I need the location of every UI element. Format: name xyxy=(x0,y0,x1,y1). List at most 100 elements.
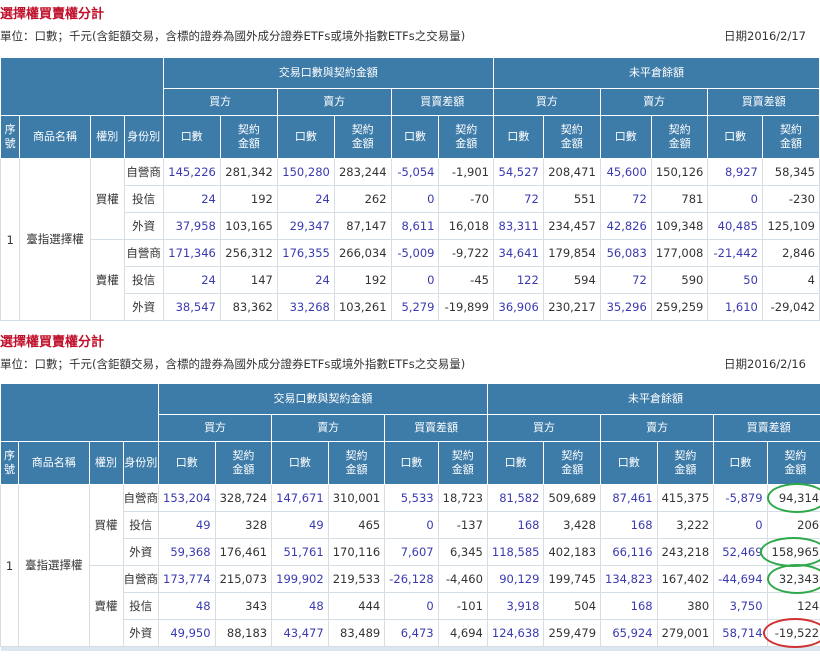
header-lots: 口數 xyxy=(707,115,763,159)
table-row: 1 臺指選擇權 買權 自營商 145,226 281,342 150,280 283,244-… xyxy=(0,158,820,321)
lots-cell: 33,268 xyxy=(276,293,335,321)
identity-cell: 外資 xyxy=(123,212,164,240)
lots-cell: 48 xyxy=(271,592,329,620)
lots-cell: 66,116 xyxy=(600,538,658,566)
lots-cell: 45,600 xyxy=(599,158,652,186)
amount-cell: 219,533 xyxy=(327,565,386,593)
header-lots: 口數 xyxy=(390,115,440,159)
amount-cell: 208,471 xyxy=(542,158,601,186)
amount-cell: 415,375 xyxy=(656,484,715,512)
lots-cell: 36,906 xyxy=(492,293,544,321)
lots-cell: 7,607 xyxy=(384,538,439,566)
amount-cell: 262 xyxy=(333,185,392,213)
header-lots: 口數 xyxy=(271,441,329,485)
header-sell: 賣方 xyxy=(600,414,715,442)
header-lots: 口數 xyxy=(713,441,768,485)
amount-cell: 4 xyxy=(761,266,820,294)
header-lots: 口數 xyxy=(600,441,658,485)
amount-cell: 147 xyxy=(219,266,278,294)
amount-cell: 504 xyxy=(543,592,602,620)
amount-cell: 170,116 xyxy=(327,538,386,566)
header-diff: 買賣差額 xyxy=(384,414,488,442)
identity-cell: 自營商 xyxy=(123,239,164,267)
lots-cell: 168 xyxy=(600,511,658,539)
seq-cell: 1 xyxy=(0,484,19,647)
options-table: 交易口數與契約金額 未平倉餘額 買方 賣方 買賣差額 買方 賣方 買賣差額 序號 商品名稱 權別 身份… xyxy=(0,57,820,321)
amount-cell: 279,001 xyxy=(656,619,715,647)
amount-cell: 83,362 xyxy=(219,293,278,321)
header-lots: 口數 xyxy=(162,115,221,159)
corner-header xyxy=(0,57,164,116)
amount-cell: 206 xyxy=(766,511,820,539)
table-row: 賣權 自營商 171,346 256,312 176,355 266,034 -5,009-… xyxy=(1,239,820,321)
report-date: 日期2016/2/16 xyxy=(724,357,806,371)
header-kind: 權別 xyxy=(89,115,125,159)
amount-cell: 230,217 xyxy=(542,293,601,321)
lots-cell: 34,641 xyxy=(492,239,544,267)
amount-cell: -19,899 xyxy=(438,293,494,321)
header-buy: 買方 xyxy=(486,414,602,442)
identity-cell: 投信 xyxy=(123,266,164,294)
green-circle-annotation: 158,965 xyxy=(759,537,820,567)
table-row: 投信 49 328 49 465 0 -137 168 3,428 168 3,222 0 206 xyxy=(1,511,820,539)
amount-cell: 281,342 xyxy=(219,158,278,186)
amount-cell: 124 xyxy=(766,592,820,620)
lots-cell: 8,611 xyxy=(390,212,440,240)
amount-cell: 444 xyxy=(327,592,386,620)
lots-cell: 8,927 xyxy=(707,158,763,186)
amount-cell: 125,109 xyxy=(761,212,820,240)
amount-cell: 590 xyxy=(650,266,709,294)
options-table: 交易口數與契約金額 未平倉餘額 買方 賣方 買賣差額 買方 賣方 買賣差額 序號 商品名稱 權別 身份… xyxy=(0,383,820,651)
lots-cell: 51,761 xyxy=(271,538,329,566)
lots-cell: 49 xyxy=(271,511,329,539)
header-identity: 身份別 xyxy=(122,441,159,485)
header-amount: 契約金額 xyxy=(437,441,488,485)
header-amount: 契約金額 xyxy=(761,115,820,159)
kind-cell: 買權 xyxy=(88,484,124,566)
header-seq: 序號 xyxy=(0,441,19,485)
lots-cell: 122 xyxy=(492,266,544,294)
lots-cell: 6,473 xyxy=(384,619,439,647)
lots-cell: 72 xyxy=(599,266,652,294)
identity-cell: 自營商 xyxy=(122,484,159,512)
header-diff: 買賣差額 xyxy=(707,88,820,116)
amount-cell: 328,724 xyxy=(214,484,273,512)
lots-cell: 49 xyxy=(158,511,216,539)
table-row: 投信 24 147 24 192 0 -45 122 594 72 590 50 4 xyxy=(1,266,820,294)
header-buy: 買方 xyxy=(157,414,273,442)
lots-cell: 147,671 xyxy=(271,484,329,512)
lots-cell: 176,355 xyxy=(276,239,335,267)
amount-cell: 58,345 xyxy=(761,158,820,186)
header-amount: 契約金額 xyxy=(333,115,392,159)
lots-cell: 171,346 xyxy=(162,239,221,267)
header-product: 商品名稱 xyxy=(18,441,90,485)
red-circle-annotation: -19,522 xyxy=(762,618,820,648)
lots-cell: 24 xyxy=(162,266,221,294)
kind-cell: 買權 xyxy=(89,158,125,240)
lots-cell: 24 xyxy=(276,185,335,213)
amount-cell: 103,261 xyxy=(333,293,392,321)
lots-cell: 0 xyxy=(713,511,768,539)
identity-cell: 投信 xyxy=(122,511,159,539)
amount-cell: 328 xyxy=(214,511,273,539)
amount-cell: 6,345 xyxy=(437,538,488,566)
header-lots: 口數 xyxy=(276,115,335,159)
amount-cell: 192 xyxy=(333,266,392,294)
amount-cell: 465 xyxy=(327,511,386,539)
header-diff: 買賣差額 xyxy=(390,88,494,116)
lots-cell: 38,547 xyxy=(162,293,221,321)
header-seq: 序號 xyxy=(0,115,21,159)
lots-cell: 83,311 xyxy=(492,212,544,240)
section-title: 選擇權買賣權分計 xyxy=(0,335,105,350)
amount-cell: 259,259 xyxy=(650,293,709,321)
lots-cell: -5,009 xyxy=(390,239,440,267)
lots-cell: 0 xyxy=(384,511,439,539)
amount-cell: 283,244 xyxy=(333,158,392,186)
lots-cell: 199,902 xyxy=(271,565,329,593)
amount-cell: 2,846 xyxy=(761,239,820,267)
amount-cell: -29,042 xyxy=(761,293,820,321)
amount-cell: 83,489 xyxy=(327,619,386,647)
lots-cell: 0 xyxy=(707,185,763,213)
amount-cell: 594 xyxy=(542,266,601,294)
kind-cell: 賣權 xyxy=(88,565,124,647)
